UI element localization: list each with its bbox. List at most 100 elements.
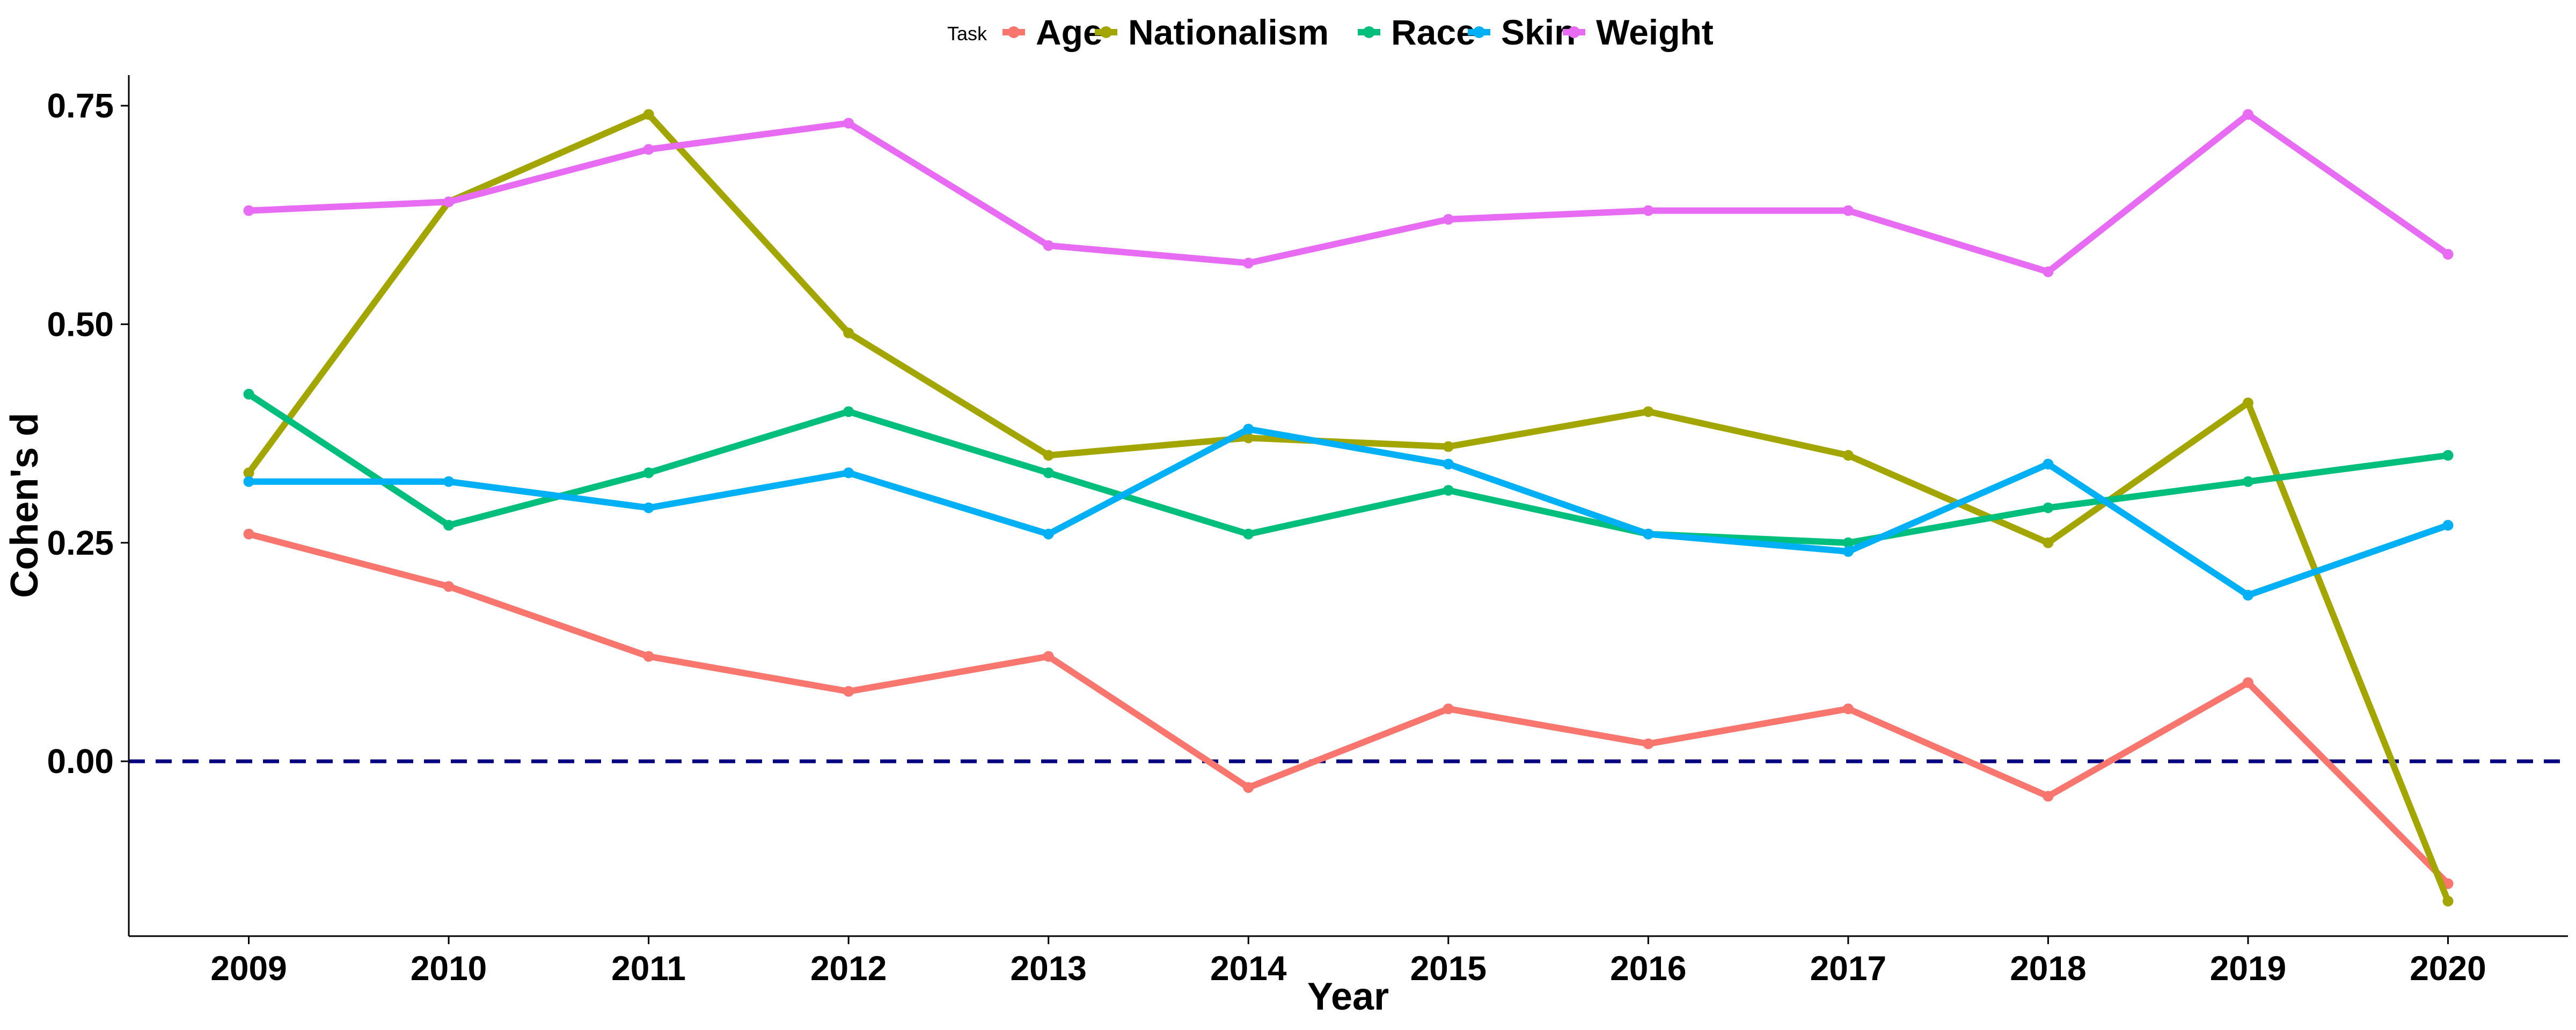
data-point-age-2016 bbox=[1643, 738, 1654, 749]
data-point-weight-2017 bbox=[1842, 205, 1854, 216]
x-tick-label: 2016 bbox=[1610, 949, 1686, 988]
data-point-age-2011 bbox=[643, 651, 654, 662]
legend-item-nationalism: Nationalism bbox=[1095, 12, 1329, 52]
data-point-race-2014 bbox=[1243, 528, 1254, 540]
data-point-nationalism-2015 bbox=[1443, 441, 1454, 452]
series-skin bbox=[243, 423, 2454, 601]
data-point-weight-2020 bbox=[2442, 249, 2454, 260]
data-point-age-2012 bbox=[843, 686, 854, 697]
data-point-nationalism-2012 bbox=[843, 327, 854, 339]
data-point-skin-2017 bbox=[1842, 546, 1854, 557]
data-point-skin-2011 bbox=[643, 502, 654, 513]
data-point-age-2015 bbox=[1443, 703, 1454, 715]
plot-area bbox=[129, 109, 2568, 907]
y-tick-label: 0.25 bbox=[47, 524, 114, 562]
legend-item-race: Race bbox=[1358, 12, 1476, 52]
y-tick-label: 0.75 bbox=[47, 86, 114, 125]
x-tick-label: 2018 bbox=[2010, 949, 2086, 988]
x-tick-label: 2009 bbox=[210, 949, 287, 988]
series-weight bbox=[243, 109, 2454, 277]
data-point-age-2014 bbox=[1243, 782, 1254, 793]
data-point-skin-2013 bbox=[1043, 528, 1054, 540]
series-nationalism bbox=[243, 109, 2454, 907]
data-point-race-2011 bbox=[643, 467, 654, 479]
legend-label-race: Race bbox=[1391, 12, 1476, 52]
x-tick-label: 2011 bbox=[611, 949, 686, 988]
legend-key-point-race bbox=[1363, 26, 1375, 38]
series-line-age bbox=[245, 531, 2451, 887]
x-tick-label: 2017 bbox=[1810, 949, 1886, 988]
data-point-nationalism-2018 bbox=[2043, 537, 2054, 548]
data-point-age-2009 bbox=[243, 528, 254, 540]
series-line-nationalism bbox=[245, 111, 2451, 904]
x-axis-ticks: 2009 2010 2011 2012 2013 2014 2015 2016 2017 2018… bbox=[210, 936, 2486, 988]
x-tick-label: 2019 bbox=[2210, 949, 2286, 988]
y-tick-label: 0.50 bbox=[47, 305, 114, 343]
data-point-nationalism-2020 bbox=[2442, 895, 2454, 907]
x-tick-label: 2014 bbox=[1210, 949, 1287, 988]
data-point-age-2013 bbox=[1043, 651, 1054, 662]
data-point-weight-2018 bbox=[2043, 266, 2054, 277]
data-point-skin-2019 bbox=[2242, 590, 2253, 601]
data-point-skin-2018 bbox=[2043, 459, 2054, 470]
legend-item-weight: Weight bbox=[1563, 12, 1714, 52]
data-point-race-2015 bbox=[1443, 484, 1454, 496]
data-point-race-2013 bbox=[1043, 467, 1054, 479]
data-point-nationalism-2019 bbox=[2242, 398, 2253, 409]
series-age bbox=[243, 528, 2454, 889]
legend-label-weight: Weight bbox=[1596, 12, 1714, 52]
y-tick-label: 0.00 bbox=[47, 742, 114, 781]
data-point-weight-2009 bbox=[243, 205, 254, 216]
x-tick-label: 2012 bbox=[810, 949, 887, 988]
series-race bbox=[243, 388, 2454, 548]
x-axis-title: Year bbox=[1307, 975, 1389, 1018]
data-point-age-2010 bbox=[443, 581, 455, 592]
data-point-nationalism-2013 bbox=[1043, 450, 1054, 461]
data-point-race-2010 bbox=[443, 520, 455, 531]
data-point-age-2018 bbox=[2043, 791, 2054, 802]
x-tick-label: 2013 bbox=[1011, 949, 1087, 988]
x-tick-label: 2015 bbox=[1410, 949, 1487, 988]
data-point-skin-2009 bbox=[243, 476, 254, 487]
legend-item-age: Age bbox=[1002, 12, 1103, 52]
data-point-race-2017 bbox=[1842, 537, 1854, 548]
data-point-skin-2014 bbox=[1243, 423, 1254, 435]
data-point-weight-2011 bbox=[643, 144, 654, 155]
data-point-skin-2020 bbox=[2442, 520, 2454, 531]
data-point-nationalism-2009 bbox=[243, 467, 254, 479]
legend-key-point-nationalism bbox=[1100, 26, 1112, 38]
data-point-weight-2012 bbox=[843, 117, 854, 129]
data-point-nationalism-2016 bbox=[1643, 406, 1654, 417]
series-line-skin bbox=[245, 425, 2451, 599]
data-point-age-2017 bbox=[1842, 703, 1854, 715]
data-point-skin-2015 bbox=[1443, 459, 1454, 470]
data-point-nationalism-2017 bbox=[1842, 450, 1854, 461]
data-point-weight-2013 bbox=[1043, 240, 1054, 251]
data-point-skin-2016 bbox=[1643, 528, 1654, 540]
legend-title: Task bbox=[947, 23, 987, 45]
data-point-race-2020 bbox=[2442, 450, 2454, 461]
data-point-weight-2016 bbox=[1643, 205, 1654, 216]
legend-key-point-weight bbox=[1568, 26, 1580, 38]
data-point-weight-2010 bbox=[443, 196, 455, 208]
x-tick-label: 2020 bbox=[2410, 949, 2486, 988]
data-point-nationalism-2014 bbox=[1243, 432, 1254, 444]
data-point-race-2009 bbox=[243, 388, 254, 400]
series-line-weight bbox=[245, 111, 2451, 275]
series-line-race bbox=[245, 391, 2451, 546]
y-axis-ticks: 0.00 0.25 0.50 0.75 bbox=[47, 86, 129, 781]
data-point-race-2018 bbox=[2043, 502, 2054, 513]
x-tick-label: 2010 bbox=[411, 949, 487, 988]
data-point-age-2019 bbox=[2242, 677, 2253, 688]
data-point-nationalism-2011 bbox=[643, 109, 654, 120]
data-point-race-2012 bbox=[843, 406, 854, 417]
data-point-weight-2019 bbox=[2242, 109, 2253, 120]
data-point-skin-2012 bbox=[843, 467, 854, 479]
legend-item-skin: Skin bbox=[1468, 12, 1576, 52]
legend-label-nationalism: Nationalism bbox=[1128, 12, 1329, 52]
data-point-skin-2010 bbox=[443, 476, 455, 487]
y-axis-title: Cohen's d bbox=[3, 413, 46, 598]
legend-key-point-skin bbox=[1473, 26, 1485, 38]
data-point-weight-2015 bbox=[1443, 214, 1454, 225]
